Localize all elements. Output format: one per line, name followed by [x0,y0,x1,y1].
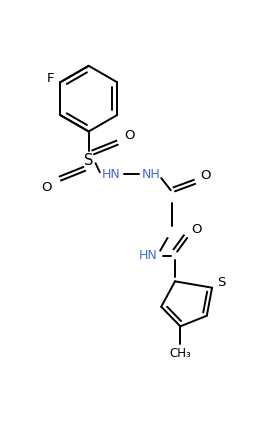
Text: CH₃: CH₃ [169,347,191,360]
Text: HN: HN [139,249,158,262]
Text: HN: HN [102,168,121,181]
Text: O: O [192,224,202,236]
Text: NH: NH [141,168,160,181]
Text: S: S [217,276,226,289]
Text: S: S [84,153,93,168]
Text: O: O [124,129,135,142]
Text: O: O [42,181,52,193]
Text: O: O [200,170,211,182]
Text: F: F [47,71,54,85]
